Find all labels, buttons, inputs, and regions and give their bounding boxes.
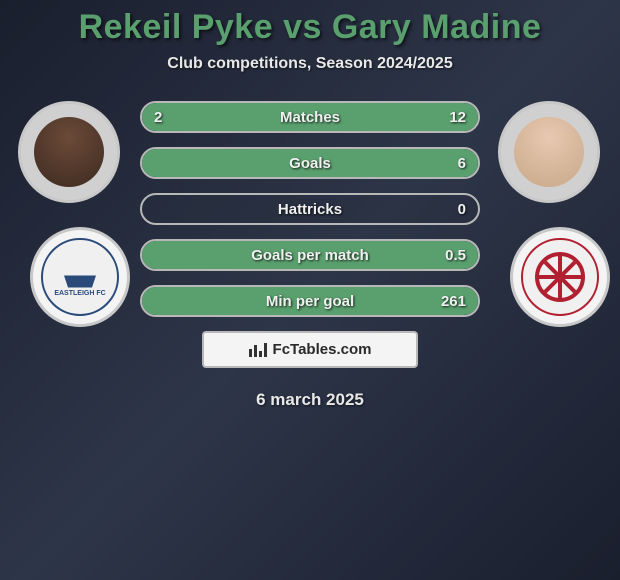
stat-row-matches: 2 Matches 12: [140, 101, 480, 133]
club-right-badge: [510, 227, 610, 327]
club-left-badge: EASTLEIGH FC: [30, 227, 130, 327]
date-label: 6 march 2025: [10, 390, 610, 410]
infographic-container: Rekeil Pyke vs Gary Madine Club competit…: [0, 0, 620, 418]
main-area: EASTLEIGH FC 2 Matches 12: [10, 101, 610, 410]
player-right-avatar: [498, 101, 600, 203]
brand-attribution: FcTables.com: [202, 331, 418, 368]
stat-row-goals: Goals 6: [140, 147, 480, 179]
stats-list: 2 Matches 12 Goals 6 Hattricks 0: [140, 101, 480, 317]
stat-value-right: 6: [458, 155, 466, 172]
avatar-placeholder-icon: [34, 117, 104, 187]
stat-label: Matches: [142, 109, 478, 126]
bar-chart-icon: [249, 343, 267, 357]
stat-label: Hattricks: [142, 201, 478, 218]
stat-row-goals-per-match: Goals per match 0.5: [140, 239, 480, 271]
brand-label: FcTables.com: [273, 341, 372, 358]
stat-value-right: 0: [458, 201, 466, 218]
hartlepool-crest-icon: [521, 238, 599, 316]
eastleigh-crest-icon: EASTLEIGH FC: [41, 238, 119, 316]
club-left-label: EASTLEIGH FC: [54, 290, 105, 297]
comparison-title: Rekeil Pyke vs Gary Madine: [10, 8, 610, 47]
stat-label: Min per goal: [142, 293, 478, 310]
comparison-subtitle: Club competitions, Season 2024/2025: [10, 55, 610, 73]
stat-row-min-per-goal: Min per goal 261: [140, 285, 480, 317]
player-left-avatar: [18, 101, 120, 203]
avatar-placeholder-icon: [514, 117, 584, 187]
stat-label: Goals: [142, 155, 478, 172]
stat-value-right: 261: [441, 293, 466, 310]
stat-row-hattricks: Hattricks 0: [140, 193, 480, 225]
stat-value-right: 0.5: [445, 247, 466, 264]
stat-value-right: 12: [449, 109, 466, 126]
stat-label: Goals per match: [142, 247, 478, 264]
